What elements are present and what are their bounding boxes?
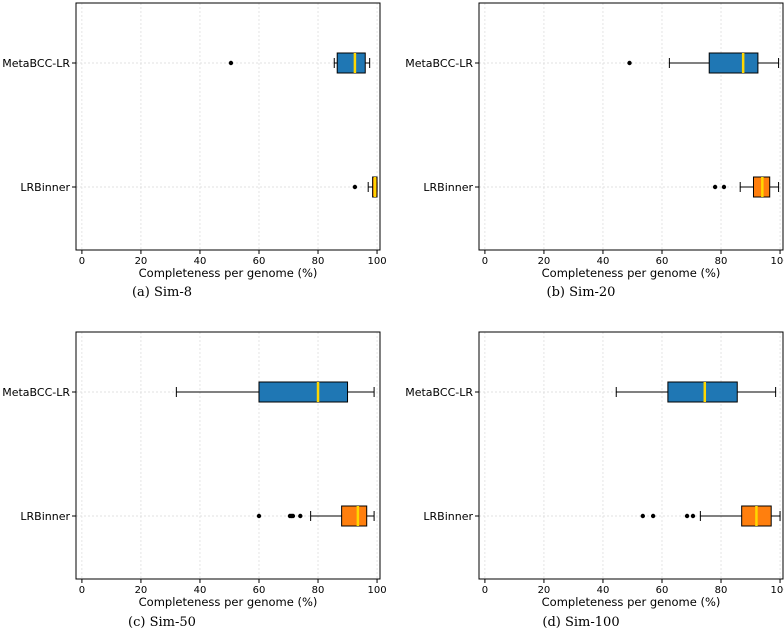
x-tick-label: 80: [715, 585, 728, 596]
chart-panel-4: MetaBCC-LR LRBinner 0 20 40 60 80 100 Completene…: [405, 331, 784, 630]
x-tick-label: 40: [194, 585, 207, 596]
x-tick-label: 100: [771, 256, 784, 267]
x-tick-label: 60: [656, 256, 669, 267]
plot-frame: [75, 2, 381, 251]
panel-caption: (a) Sim-8: [132, 285, 192, 300]
x-tick-label: 60: [253, 585, 266, 596]
x-tick-label: 20: [135, 256, 148, 267]
plot-frame: [478, 331, 784, 580]
category-label: LRBinner: [423, 510, 473, 523]
x-tick-label: 60: [656, 585, 669, 596]
outlier-point: [650, 513, 656, 519]
panel-caption: (d) Sim-100: [542, 615, 619, 630]
plot-frame: [75, 331, 381, 580]
box-iqr: [341, 505, 368, 527]
box-lrbinner: [352, 176, 378, 198]
x-tick-label: 100: [368, 585, 387, 596]
category-label: LRBinner: [20, 510, 70, 523]
outlier-point: [690, 513, 696, 519]
box-metabcc-lr: [228, 52, 371, 74]
box-lrbinner: [640, 505, 781, 527]
outlier-point: [256, 513, 262, 519]
x-tick-label: 20: [135, 585, 148, 596]
x-tick-label: 80: [312, 585, 325, 596]
panel-caption: (c) Sim-50: [128, 615, 196, 630]
category-label: LRBinner: [20, 181, 70, 194]
x-axis-title: Completeness per genome (%): [542, 266, 721, 280]
outlier-point: [627, 60, 632, 66]
box-metabcc-lr: [175, 381, 375, 403]
outlier-point: [640, 513, 646, 519]
x-tick-label: 0: [482, 585, 488, 596]
box-lrbinner: [256, 505, 375, 527]
x-tick-label: 100: [771, 585, 784, 596]
box-iqr: [667, 381, 738, 403]
x-tick-label: 40: [597, 585, 610, 596]
category-label: MetaBCC-LR: [2, 57, 70, 70]
chart-panel-2: MetaBCC-LR LRBinner 0 20 40 60 80 100 Completene…: [405, 2, 784, 300]
x-tick-label: 100: [368, 256, 387, 267]
category-label: MetaBCC-LR: [2, 386, 70, 399]
chart-panel-1: MetaBCC-LR LRBinner 0 20 40 60 80 100 Completene…: [2, 2, 387, 300]
category-label: MetaBCC-LR: [405, 57, 473, 70]
outlier-point: [290, 513, 296, 519]
box-metabcc-lr: [627, 52, 780, 74]
box-iqr: [708, 52, 759, 74]
outlier-point: [721, 184, 727, 190]
x-axis-title: Completeness per genome (%): [139, 266, 318, 280]
x-axis-title: Completeness per genome (%): [542, 595, 721, 609]
box-iqr: [336, 52, 366, 74]
x-tick-label: 40: [597, 256, 610, 267]
x-tick-label: 0: [79, 256, 85, 267]
x-tick-label: 20: [538, 585, 551, 596]
box-lrbinner: [712, 176, 780, 198]
box-metabcc-lr: [615, 381, 777, 403]
x-tick-label: 20: [538, 256, 551, 267]
outlier-point: [352, 184, 358, 190]
outlier-point: [228, 60, 234, 66]
x-tick-label: 0: [482, 256, 488, 267]
outlier-point: [298, 513, 303, 519]
x-axis-title: Completeness per genome (%): [139, 595, 318, 609]
category-label: MetaBCC-LR: [405, 386, 473, 399]
chart-panel-3: MetaBCC-LR LRBinner 0 20 40 60 80 100 Completene…: [2, 331, 387, 630]
outlier-point: [712, 184, 718, 190]
x-tick-label: 80: [312, 256, 325, 267]
x-tick-label: 60: [253, 256, 266, 267]
category-label: LRBinner: [423, 181, 473, 194]
plot-frame: [478, 2, 784, 251]
x-tick-label: 0: [79, 585, 85, 596]
box-iqr: [258, 381, 349, 403]
x-tick-label: 80: [715, 256, 728, 267]
outlier-point: [684, 513, 690, 519]
panel-caption: (b) Sim-20: [547, 285, 616, 300]
x-tick-label: 40: [194, 256, 207, 267]
